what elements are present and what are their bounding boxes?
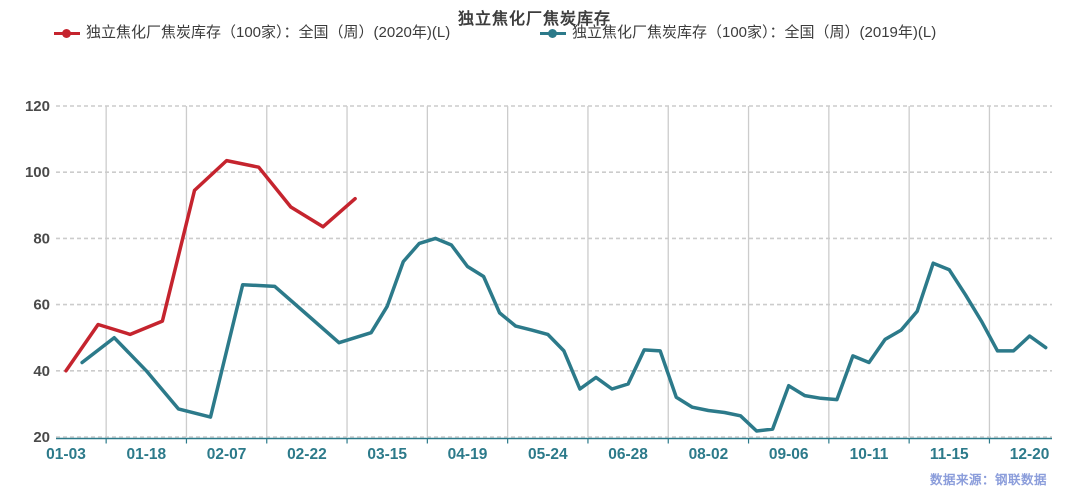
- legend: 独立焦化厂焦炭库存（100家）：全国（周）(2020年)(L) 独立焦化厂焦炭库…: [0, 23, 1069, 43]
- y-axis-tick-label: 80: [33, 230, 50, 247]
- x-axis-tick-label: 04-19: [448, 446, 488, 463]
- x-axis-tick-label: 10-11: [850, 446, 889, 463]
- x-axis-tick-label: 01-18: [126, 446, 166, 463]
- chart-title: 独立焦化厂焦炭库存: [457, 11, 611, 28]
- x-axis-tick-label: 12-20: [1010, 446, 1050, 463]
- y-axis-tick-label: 100: [25, 164, 50, 181]
- legend-label-2019: 独立焦化厂焦炭库存（100家）：全国（周）(2019年)(L): [572, 24, 937, 41]
- x-axis-tick-label: 01-03: [46, 446, 86, 463]
- series-line-2019: [80, 236, 1048, 433]
- x-axis-tick-label: 09-06: [769, 446, 809, 463]
- x-axis-tick-label: 02-22: [287, 446, 327, 463]
- x-axis-tick-label: 06-28: [608, 446, 648, 463]
- legend-dot-2020: [62, 28, 71, 38]
- y-axis-tick-label: 20: [33, 429, 50, 446]
- x-axis-tick-label: 11-15: [930, 446, 969, 463]
- data-source-watermark: 数据来源：钢联数据: [929, 473, 1047, 487]
- legend-item-2019[interactable]: 独立焦化厂焦炭库存（100家）：全国（周）(2019年)(L): [540, 23, 936, 43]
- x-axis-tick-label: 03-15: [367, 446, 407, 463]
- legend-label-2020: 独立焦化厂焦炭库存（100家）：全国（周）(2020年)(L): [86, 24, 451, 41]
- legend-dot-2019: [548, 28, 557, 38]
- x-axis-tick-label: 05-24: [528, 446, 568, 463]
- y-axis-tick-label: 40: [33, 363, 50, 380]
- legend-item-2020[interactable]: 独立焦化厂焦炭库存（100家）：全国（周）(2020年)(L): [54, 23, 450, 43]
- series-line-2020: [64, 158, 357, 373]
- y-axis-tick-label: 60: [33, 297, 50, 314]
- line-marker-2019-icon: [540, 28, 566, 39]
- x-axis-tick-label: 08-02: [689, 446, 729, 463]
- x-axis-tick-label: 02-07: [207, 446, 247, 463]
- y-axis-tick-label: 120: [25, 98, 50, 115]
- line-marker-2020-icon: [54, 28, 80, 39]
